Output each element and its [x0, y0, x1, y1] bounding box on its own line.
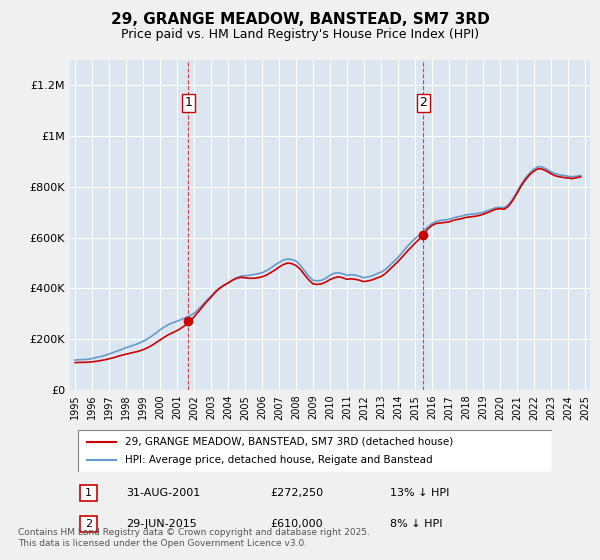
Text: 1: 1: [185, 96, 193, 109]
Text: 29-JUN-2015: 29-JUN-2015: [126, 519, 197, 529]
Text: £610,000: £610,000: [270, 519, 323, 529]
Text: 1: 1: [85, 488, 92, 498]
Text: £272,250: £272,250: [270, 488, 323, 498]
FancyBboxPatch shape: [80, 516, 97, 532]
Text: 2: 2: [85, 519, 92, 529]
Text: HPI: Average price, detached house, Reigate and Banstead: HPI: Average price, detached house, Reig…: [125, 455, 433, 465]
Text: 13% ↓ HPI: 13% ↓ HPI: [390, 488, 449, 498]
Text: 2: 2: [419, 96, 427, 109]
Text: 8% ↓ HPI: 8% ↓ HPI: [390, 519, 443, 529]
Text: 31-AUG-2001: 31-AUG-2001: [126, 488, 200, 498]
Text: 29, GRANGE MEADOW, BANSTEAD, SM7 3RD: 29, GRANGE MEADOW, BANSTEAD, SM7 3RD: [110, 12, 490, 27]
Text: Contains HM Land Registry data © Crown copyright and database right 2025.
This d: Contains HM Land Registry data © Crown c…: [18, 528, 370, 548]
FancyBboxPatch shape: [80, 485, 97, 501]
Text: 29, GRANGE MEADOW, BANSTEAD, SM7 3RD (detached house): 29, GRANGE MEADOW, BANSTEAD, SM7 3RD (de…: [125, 437, 454, 447]
FancyBboxPatch shape: [78, 430, 552, 472]
Text: Price paid vs. HM Land Registry's House Price Index (HPI): Price paid vs. HM Land Registry's House …: [121, 28, 479, 41]
